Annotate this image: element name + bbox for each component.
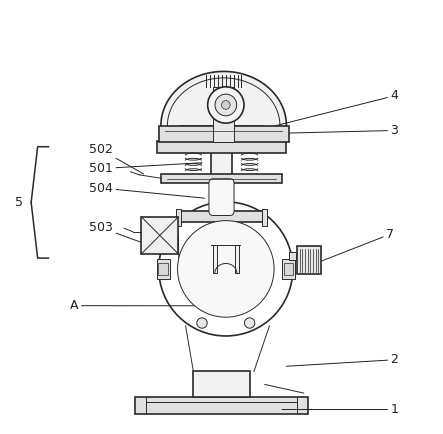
Bar <box>180 125 263 141</box>
Bar <box>194 372 249 398</box>
Bar <box>135 398 308 414</box>
Bar <box>213 86 234 142</box>
Text: 1: 1 <box>282 403 398 416</box>
Bar <box>178 211 265 222</box>
Bar <box>288 252 296 260</box>
Bar <box>175 209 181 226</box>
Circle shape <box>215 94 237 116</box>
Circle shape <box>245 318 255 328</box>
Bar <box>235 245 239 273</box>
Text: 501: 501 <box>89 162 202 175</box>
Bar <box>297 246 321 274</box>
Bar <box>282 259 295 279</box>
Bar <box>157 259 170 279</box>
Circle shape <box>197 318 207 328</box>
Text: A: A <box>70 299 199 312</box>
Text: 5: 5 <box>15 196 23 209</box>
Text: 502: 502 <box>89 144 144 174</box>
Text: 7: 7 <box>309 228 394 266</box>
Circle shape <box>208 87 244 123</box>
Bar <box>262 209 268 226</box>
Bar <box>213 245 217 273</box>
Bar <box>211 144 232 329</box>
Bar <box>159 125 288 142</box>
Text: 3: 3 <box>261 124 398 137</box>
Circle shape <box>159 202 293 336</box>
Bar <box>284 263 293 275</box>
Bar <box>161 174 282 183</box>
Bar <box>158 263 168 275</box>
Polygon shape <box>161 72 286 125</box>
Bar <box>157 141 286 153</box>
Circle shape <box>222 101 230 109</box>
Text: 2: 2 <box>286 353 398 366</box>
Circle shape <box>178 220 274 317</box>
Text: 4: 4 <box>258 89 398 130</box>
Text: 504: 504 <box>89 181 205 198</box>
Text: 503: 503 <box>89 221 152 247</box>
Bar <box>141 217 178 254</box>
FancyBboxPatch shape <box>209 179 234 216</box>
